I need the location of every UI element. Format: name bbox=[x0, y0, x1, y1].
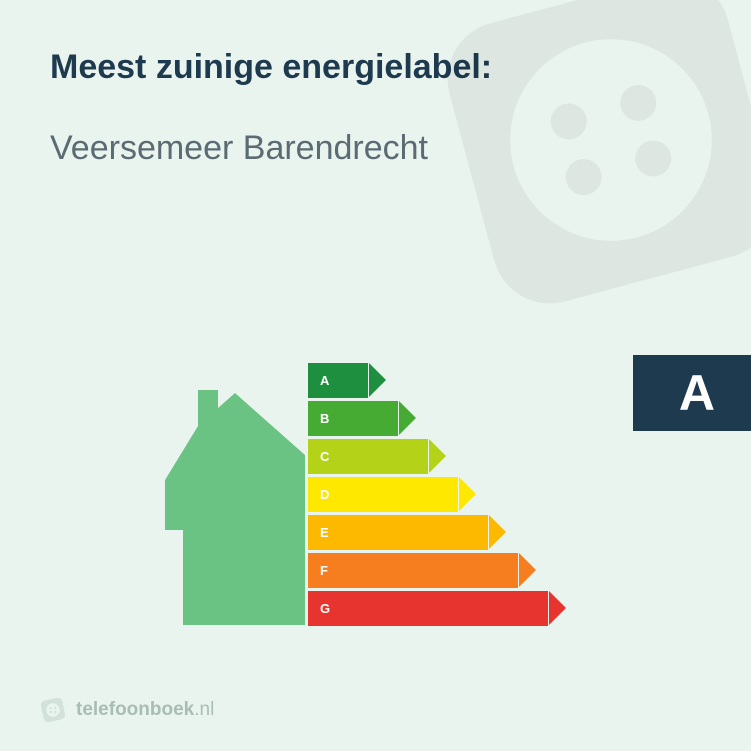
bar-arrow-icon bbox=[489, 515, 506, 549]
brand-icon bbox=[40, 697, 66, 723]
result-badge: A bbox=[633, 355, 751, 431]
energy-bar-c: C bbox=[308, 439, 548, 474]
house-icon bbox=[165, 360, 305, 625]
energy-bar-g: G bbox=[308, 591, 548, 626]
energy-bar-a: A bbox=[308, 363, 548, 398]
energy-label-card: Meest zuinige energielabel: Veersemeer B… bbox=[0, 0, 751, 751]
bar-letter: D bbox=[320, 487, 329, 502]
bar-letter: G bbox=[320, 601, 330, 616]
bar-body: F bbox=[308, 553, 518, 588]
bar-arrow-icon bbox=[459, 477, 476, 511]
bar-letter: E bbox=[320, 525, 329, 540]
brand-tld: .nl bbox=[194, 699, 214, 720]
bar-body: B bbox=[308, 401, 398, 436]
bar-arrow-icon bbox=[399, 401, 416, 435]
bar-arrow-icon bbox=[549, 591, 566, 625]
bar-body: A bbox=[308, 363, 368, 398]
bar-arrow-icon bbox=[519, 553, 536, 587]
bar-body: G bbox=[308, 591, 548, 626]
result-badge-letter: A bbox=[679, 364, 715, 422]
energy-bar-d: D bbox=[308, 477, 548, 512]
brand-name: telefoonboek bbox=[76, 699, 194, 720]
energy-bar-e: E bbox=[308, 515, 548, 550]
brand-text: telefoonboek.nl bbox=[76, 699, 214, 721]
bar-letter: A bbox=[320, 373, 329, 388]
bar-letter: F bbox=[320, 563, 328, 578]
bar-body: D bbox=[308, 477, 458, 512]
energy-bar-f: F bbox=[308, 553, 548, 588]
bar-arrow-icon bbox=[429, 439, 446, 473]
bar-body: E bbox=[308, 515, 488, 550]
energy-bar-b: B bbox=[308, 401, 548, 436]
footer: telefoonboek.nl bbox=[40, 697, 214, 723]
bar-body: C bbox=[308, 439, 428, 474]
bar-letter: C bbox=[320, 449, 329, 464]
bar-letter: B bbox=[320, 411, 329, 426]
bar-arrow-icon bbox=[369, 363, 386, 397]
energy-bars: A B C D E F G bbox=[308, 363, 548, 629]
watermark-icon bbox=[391, 0, 751, 360]
